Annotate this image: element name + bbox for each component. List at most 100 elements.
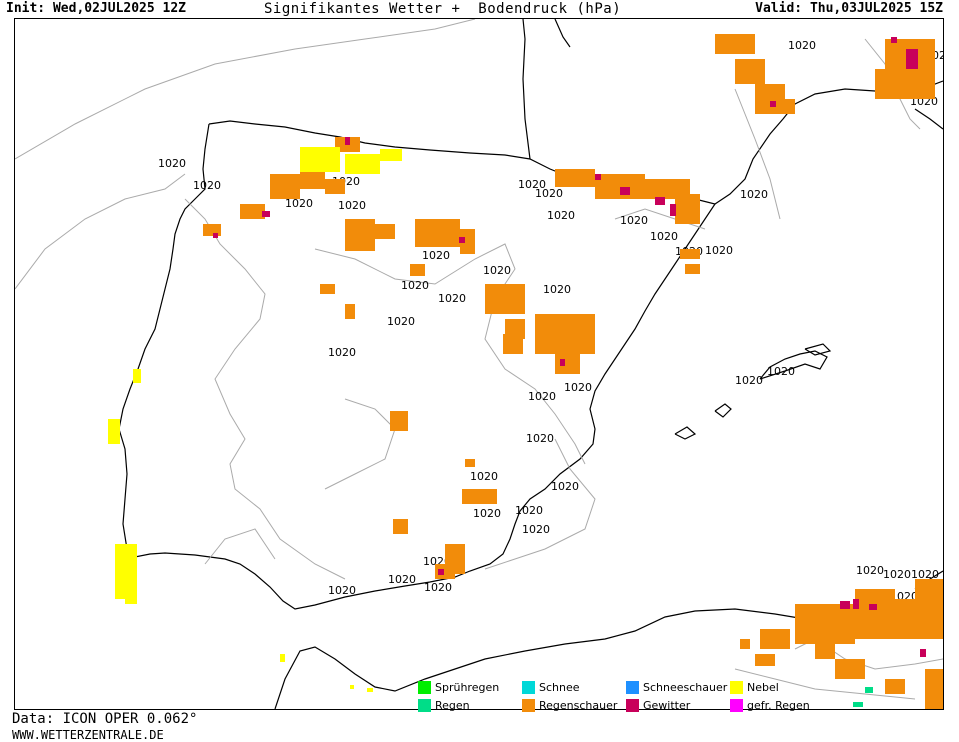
map-canvas: 1020 1020 1020 1020 1020 1020 1020 1020 1020 1020… (15, 19, 943, 709)
isobar-label: 1020 (543, 283, 571, 296)
isobar-label: 1020 (705, 244, 733, 257)
chart-title: Signifikantes Wetter + Bodendruck (hPa) (264, 1, 622, 17)
weather-cell (503, 334, 523, 354)
weather-cell (815, 644, 835, 659)
weather-cell (715, 34, 755, 54)
weather-cell (595, 174, 645, 199)
isobar-label: 1020 (328, 346, 356, 359)
isobar-label: 1020 (522, 523, 550, 536)
weather-cell (795, 604, 855, 644)
website: WWW.WETTERZENTRALE.DE (12, 728, 164, 742)
weather-cell (240, 204, 265, 219)
isobar-label: 1020 (620, 214, 648, 227)
weather-cell (460, 229, 475, 254)
legend-swatch (418, 699, 431, 712)
isobar-label: 1020 (438, 292, 466, 305)
isobar-label: 1020 (483, 264, 511, 277)
weather-cell (555, 349, 580, 374)
legend-swatch (418, 681, 431, 694)
coast-france-south (714, 80, 943, 205)
isobars (15, 19, 943, 700)
weather-cell (465, 459, 475, 467)
weather-cell (865, 687, 873, 693)
island-ibiza (714, 403, 732, 418)
isobar-line (484, 438, 596, 570)
isobar-label: 1020 (424, 581, 452, 594)
weather-cells (108, 34, 943, 709)
weather-cell (775, 99, 795, 114)
weather-cell (670, 204, 676, 216)
coast-france-west (522, 19, 531, 160)
weather-cell (853, 599, 859, 609)
isobar-label: 1020 (285, 197, 313, 210)
weather-cell (345, 137, 350, 145)
isobar-label: 1020 (564, 381, 592, 394)
isobar-label: 1020 (650, 230, 678, 243)
island-menorca (804, 343, 832, 356)
weather-cell (915, 579, 943, 639)
legend-item: gefr. Regen (730, 699, 810, 712)
isobar-label: 1020 (767, 365, 795, 378)
isobar-line (15, 19, 476, 160)
weather-cell (125, 579, 137, 604)
weather-cell (350, 685, 354, 689)
weather-cell (375, 224, 395, 239)
isobar-label: 1020 (470, 470, 498, 483)
weather-cell (367, 688, 373, 692)
weather-map: 1020 1020 1020 1020 1020 1020 1020 1020 1020 1020… (14, 18, 944, 710)
weather-cell (390, 411, 408, 431)
legend-label: Schnee (539, 681, 580, 694)
legend-label: Regenschauer (539, 699, 618, 712)
weather-cell (133, 369, 141, 383)
legend-label: Nebel (747, 681, 779, 694)
weather-cell (685, 264, 700, 274)
legend-label: Gewitter (643, 699, 691, 712)
weather-cell (840, 601, 850, 609)
weather-cell (560, 359, 565, 366)
legend-label: Regen (435, 699, 470, 712)
weather-cell (595, 174, 601, 180)
weather-cell (325, 179, 345, 194)
weather-cell (620, 187, 630, 195)
weather-cell (875, 69, 905, 99)
legend-item: Sprühregen (418, 681, 499, 694)
weather-cell (675, 194, 700, 224)
isobar-label: 1020 (526, 432, 554, 445)
isobar-label: 1020 (515, 504, 543, 517)
weather-cell (262, 211, 270, 217)
init-time: Init: Wed,02JUL2025 12Z (6, 1, 187, 16)
weather-cell (345, 154, 380, 174)
isobar-label: 1020 (388, 573, 416, 586)
legend-swatch (730, 699, 743, 712)
weather-cell (459, 237, 465, 243)
weather-cell (906, 49, 918, 69)
isobar-label: 1020 (735, 374, 763, 387)
valid-time: Valid: Thu,03JUL2025 15Z (755, 1, 943, 16)
isobar-label: 1020 (387, 315, 415, 328)
coast-france-channel (554, 19, 571, 48)
weather-cell (435, 564, 455, 579)
weather-cell (655, 197, 665, 205)
legend-item: Schneeschauer (626, 681, 727, 694)
weather-cell (415, 219, 460, 247)
legend-label: Sprühregen (435, 681, 500, 694)
legend-item: Regen (418, 699, 470, 712)
weather-cell (740, 639, 750, 649)
isobar-label: 1020 (528, 390, 556, 403)
weather-cell (485, 284, 525, 314)
isobar-label: 1020 (535, 187, 563, 200)
weather-cell (203, 224, 221, 236)
weather-cell (380, 149, 402, 161)
isobar-label: 1020 (551, 480, 579, 493)
isobar-label: 1020 (740, 188, 768, 201)
weather-cell (345, 304, 355, 319)
isobar-label: 1020 (473, 507, 501, 520)
isobar-label: 1020 (401, 279, 429, 292)
weather-cell (755, 654, 775, 666)
isobar-label: 1020 (422, 249, 450, 262)
coast-italy-tip (914, 108, 943, 130)
legend-item: Gewitter (626, 699, 690, 712)
weather-cell (438, 569, 444, 575)
isobar-line (734, 88, 781, 220)
weather-cell (300, 169, 325, 189)
